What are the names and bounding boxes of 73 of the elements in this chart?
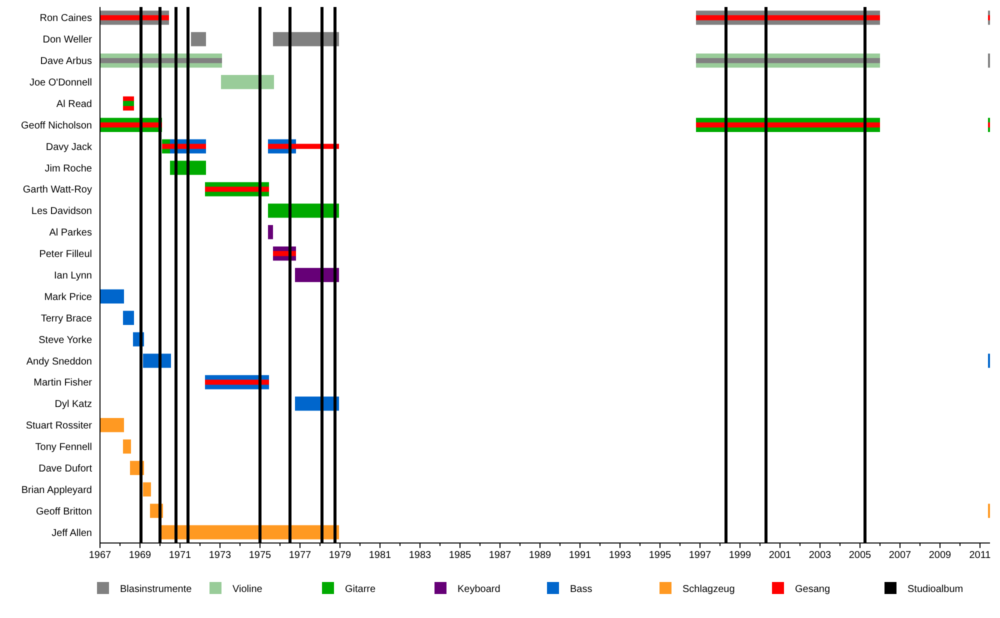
x-tick-label: 2011 [969,550,992,561]
x-tick-label: 1973 [208,550,232,561]
bar [268,225,273,240]
y-tick-label: Joe O'Donnell [30,78,92,89]
x-tick-label: 2009 [928,550,952,561]
bar [143,482,151,496]
y-tick-label: Geoff Britton [36,506,92,518]
legend-label: Studioalbum [908,584,964,595]
bar [221,74,274,90]
x-tick-label: 1977 [288,550,312,561]
x-tick-label: 1979 [328,550,352,561]
y-tick-label: Dyl Katz [54,399,92,410]
y-tick-label: Ian Lynn [54,270,92,282]
y-tick-label: Les Davidson [31,206,92,218]
bar [696,122,880,128]
bar [696,15,880,20]
bar [205,380,269,385]
x-tick-label: 1969 [128,550,152,561]
x-tick-label: 1999 [728,550,752,561]
legend-label: Bass [570,584,592,595]
x-tick-label: 2005 [848,550,872,561]
bar [123,310,134,325]
legend-label: Blasinstrumente [120,584,192,595]
y-tick-label: Geoff Nicholson [21,120,92,132]
bar [100,289,124,304]
bar [161,525,339,540]
bar [123,100,134,106]
y-tick-label: Jim Roche [44,163,92,174]
x-tick-label: 2007 [888,550,912,561]
x-tick-label: 1985 [448,550,472,561]
y-tick-label: Martin Fisher [34,378,93,389]
y-tick-label: Mark Price [44,292,92,303]
y-tick-label: Al Read [56,98,92,110]
x-tick-label: 1975 [248,550,272,561]
y-tick-label: Al Parkes [49,228,92,239]
y-tick-label: Terry Brace [40,313,92,324]
y-tick-label: Davy Jack [46,142,93,153]
y-tick-label: Steve Yorke [38,334,92,346]
y-tick-label: Andy Sneddon [26,356,92,368]
y-tick-label: Jeff Allen [52,528,92,539]
bar [205,186,269,192]
y-tick-label: Ron Caines [40,13,92,24]
x-tick-label: 1987 [488,550,512,561]
bar [123,439,131,454]
y-tick-label: Don Weller [42,34,93,46]
x-tick-label: 1989 [528,550,552,561]
bar [191,32,206,46]
y-tick-label: Stuart Rossiter [26,420,93,432]
bar [696,58,880,64]
x-tick-label: 1995 [648,550,672,561]
bar [100,418,124,432]
x-tick-label: 1991 [568,550,592,561]
y-tick-label: Garth Watt-Roy [22,184,92,196]
x-tick-label: 1981 [368,550,392,561]
x-tick-label: 1993 [608,550,632,561]
y-tick-label: Tony Fennell [35,442,92,454]
legend-label: Gesang [795,584,830,595]
y-tick-label: Dave Arbus [40,56,92,68]
x-tick-label: 1983 [408,550,432,561]
x-tick-label: 2003 [808,550,832,561]
y-tick-label: Dave Dufort [38,463,92,474]
y-tick-label: Peter Filleul [39,249,92,260]
legend-label: Violine [232,584,263,595]
x-tick-label: 1997 [688,550,712,561]
legend-label: Gitarre [345,584,376,595]
x-tick-label: 1967 [88,550,112,561]
legend-label: Schlagzeug [682,584,735,595]
bar [143,354,171,368]
legend-label: Keyboard [458,584,500,595]
y-tick-label: Brian Appleyard [21,484,92,496]
bar [100,15,169,20]
x-tick-label: 1971 [168,550,192,561]
x-tick-label: 2001 [768,550,792,561]
